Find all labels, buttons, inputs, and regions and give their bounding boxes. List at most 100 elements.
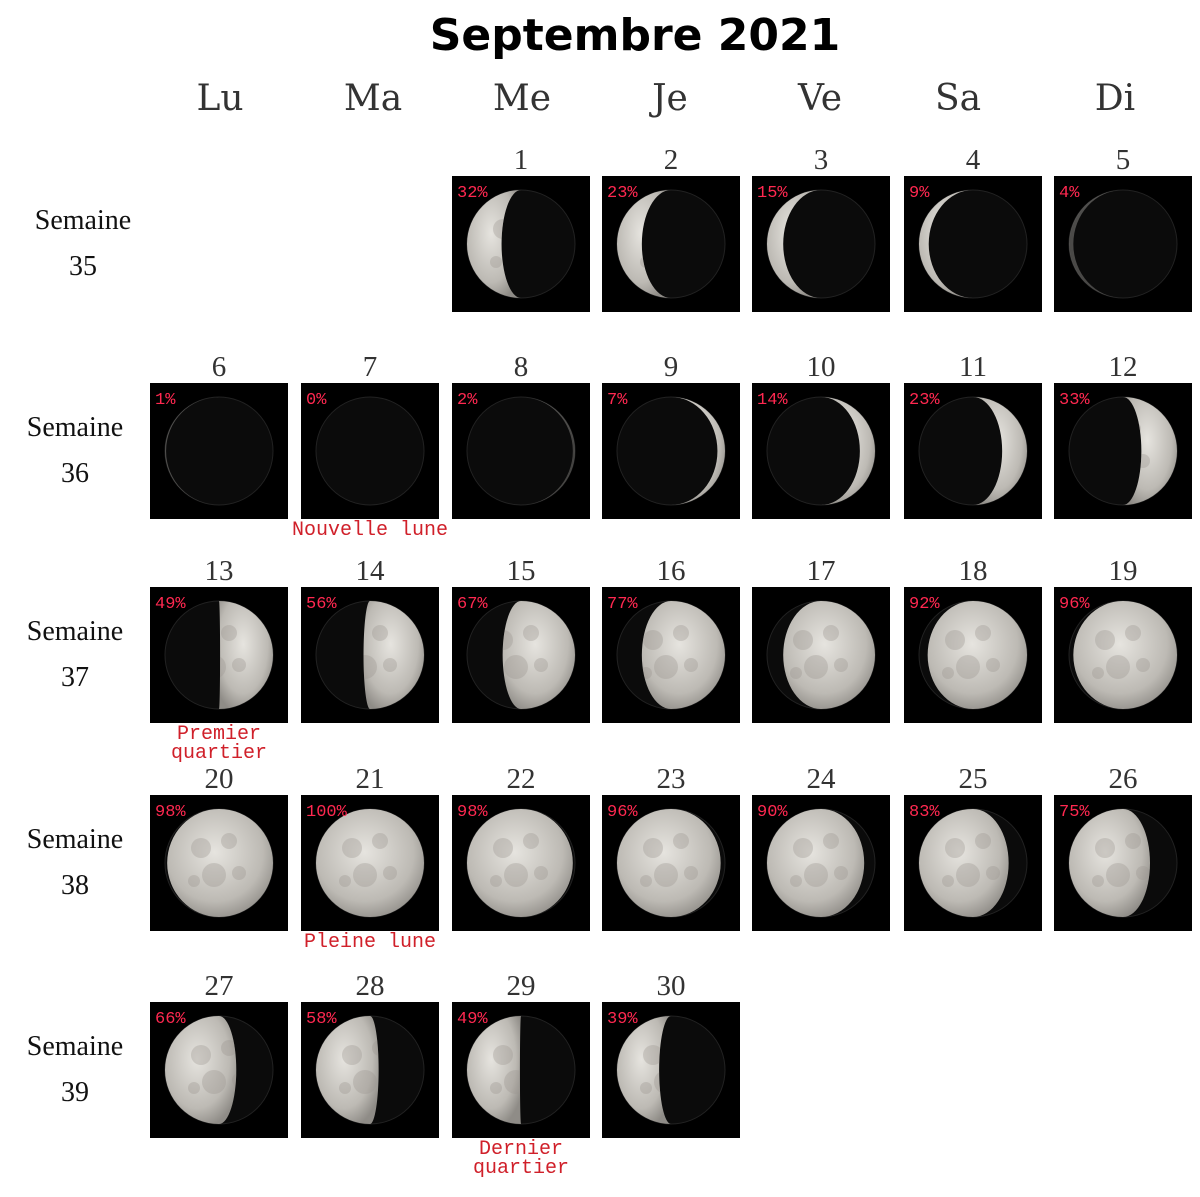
moon-phase-icon: [616, 808, 726, 918]
moon-lit-area: [1123, 397, 1177, 505]
day-number: 17: [806, 555, 836, 587]
moon-crater: [1106, 863, 1130, 887]
day-number: 19: [1108, 555, 1138, 587]
illumination-percent: 14%: [757, 391, 788, 410]
moon-cell: 23%: [904, 383, 1042, 519]
illumination-percent: 98%: [457, 803, 488, 822]
moon-cell: 98%: [150, 795, 288, 931]
moon-crater: [804, 655, 828, 679]
moon-phase-icon: [315, 808, 425, 918]
week-word: Semaine: [26, 1031, 124, 1062]
moon-lit-area: [919, 809, 1009, 917]
day-number: 27: [204, 970, 234, 1002]
moon-cell: 2%: [452, 383, 590, 519]
day-number: 25: [958, 763, 988, 795]
moon-phase-icon: [616, 189, 726, 299]
moon-cell: 1%: [150, 383, 288, 519]
moon-lit-area: [617, 190, 671, 298]
moon-phase-icon: [918, 189, 1028, 299]
week-word: Semaine: [26, 616, 124, 647]
illumination-percent: 67%: [457, 595, 488, 614]
day-number: 11: [959, 351, 987, 383]
week-number: 39: [61, 1077, 89, 1108]
week-word: Semaine: [26, 824, 124, 855]
moon-phase-icon: [164, 600, 274, 710]
illumination-percent: 15%: [757, 184, 788, 203]
moon-crater: [339, 875, 351, 887]
moon-cell: 23%: [602, 176, 740, 312]
moon-crater: [986, 658, 1000, 672]
moon-crater: [221, 1040, 237, 1056]
moon-crater: [188, 875, 200, 887]
week-word: Semaine: [34, 205, 132, 236]
moon-crater: [975, 625, 991, 641]
moon-crater: [640, 1082, 652, 1094]
moon-crater: [823, 833, 839, 849]
moon-cell: 75%: [1054, 795, 1192, 931]
moon-phase-icon: [616, 396, 726, 506]
moon-crater: [1106, 655, 1130, 679]
moon-lit-area: [1069, 809, 1150, 917]
moon-crater: [986, 866, 1000, 880]
week-number: 36: [61, 458, 89, 489]
moon-crater: [956, 863, 980, 887]
day-number: 14: [355, 555, 385, 587]
day-number: 29: [506, 970, 536, 1002]
moon-lit-area: [973, 397, 1027, 505]
week-label: Semaine 37: [5, 609, 145, 701]
day-number: 22: [506, 763, 536, 795]
moon-crater: [232, 1073, 237, 1087]
illumination-percent: 39%: [607, 1010, 638, 1029]
moon-crater: [534, 866, 548, 880]
moon-crater: [804, 863, 828, 887]
moon-lit-area: [919, 190, 973, 298]
phase-note: Dernier quartier: [472, 1138, 569, 1180]
moon-cell: 0%: [301, 383, 439, 519]
moon-crater: [490, 875, 502, 887]
moon-lit-area: [167, 809, 273, 917]
moon-crater: [188, 1082, 200, 1094]
moon-crater: [956, 655, 980, 679]
week-label: Semaine 35: [13, 198, 153, 290]
moon-phase-icon: [918, 600, 1028, 710]
moon-lit-area: [821, 397, 875, 505]
moon-phase-icon: [918, 396, 1028, 506]
illumination-percent: 96%: [607, 803, 638, 822]
illumination-percent: 92%: [909, 595, 940, 614]
day-number: 26: [1108, 763, 1138, 795]
moon-crater: [383, 866, 397, 880]
moon-crater: [1095, 630, 1115, 650]
moon-cell: 32%: [452, 176, 590, 312]
moon-phase-icon: [616, 600, 726, 710]
illumination-percent: 98%: [155, 803, 186, 822]
day-number: 8: [513, 351, 529, 383]
moon-crater: [823, 625, 839, 641]
day-number: 15: [506, 555, 536, 587]
illumination-percent: 100%: [306, 803, 347, 822]
illumination-percent: 32%: [457, 184, 488, 203]
moon-phase-icon: [315, 600, 425, 710]
moon-crater: [640, 875, 652, 887]
moon-phase-icon: [315, 1015, 425, 1125]
weekday-header: Ma: [343, 78, 403, 119]
moon-phase-icon: [1068, 396, 1178, 506]
illumination-percent: 7%: [607, 391, 628, 410]
weekday-header: Lu: [196, 78, 244, 119]
day-number: 16: [656, 555, 686, 587]
moon-crater: [673, 833, 689, 849]
moon-crater: [793, 838, 813, 858]
day-number: 21: [355, 763, 385, 795]
moon-lit-area: [363, 601, 424, 709]
week-word: Semaine: [26, 412, 124, 443]
moon-crater: [654, 863, 678, 887]
moon-crater: [1092, 667, 1104, 679]
moon-cell: 83%: [904, 795, 1042, 931]
moon-crater: [790, 875, 802, 887]
moon-lit-area: [641, 601, 725, 709]
day-number: 5: [1115, 144, 1131, 176]
moon-phase-icon: [1068, 600, 1178, 710]
moon-lit-area: [617, 809, 721, 917]
moon-phase-icon: [466, 189, 576, 299]
moon-cell: 90%: [752, 795, 890, 931]
moon-phase-icon: [466, 1015, 576, 1125]
